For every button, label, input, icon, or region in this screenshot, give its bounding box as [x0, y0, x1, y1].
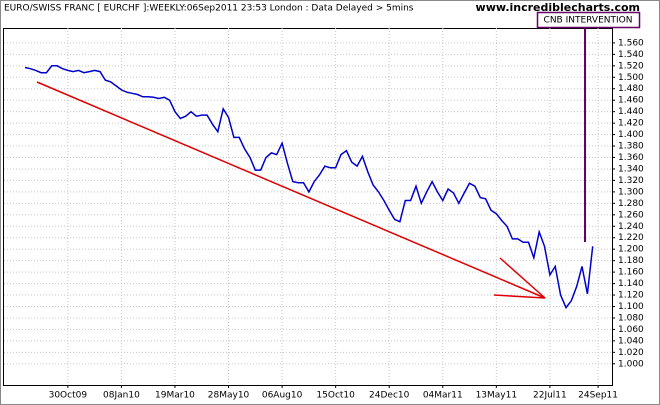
y-tick-label: 1.140 — [618, 279, 644, 289]
x-tick-label: 28May10 — [208, 391, 250, 401]
y-tick-label: 1.080 — [618, 313, 644, 323]
y-tick-label: 1.160 — [618, 268, 644, 278]
y-tick-label: 1.300 — [618, 187, 644, 197]
chart-title: EURO/SWISS FRANC [ EURCHF ]:WEEKLY:06Sep… — [4, 4, 414, 14]
y-tick-label: 1.240 — [618, 222, 644, 232]
y-tick-label: 1.280 — [618, 199, 644, 209]
y-tick-label: 1.360 — [618, 153, 644, 163]
y-tick-label: 1.440 — [618, 107, 644, 117]
x-tick-label: 30Oct09 — [49, 391, 88, 401]
y-tick-label: 1.060 — [618, 325, 644, 335]
x-tick-label: 08Jan10 — [103, 391, 140, 401]
price-line — [24, 65, 594, 310]
y-tick-label: 1.460 — [618, 96, 644, 106]
x-tick-label: 06Aug10 — [262, 391, 303, 401]
annotation-box — [536, 11, 641, 29]
x-tick-label: 19Mar10 — [155, 391, 195, 401]
x-tick-label: 13May11 — [476, 391, 518, 401]
annotation: CNB INTERVENTION — [544, 16, 633, 26]
plot-frame — [3, 28, 613, 386]
y-tick-label: 1.260 — [618, 210, 644, 220]
y-tick-label: 1.000 — [618, 359, 644, 369]
y-tick-label: 1.520 — [618, 61, 644, 71]
x-tick-label: 22Jul11 — [533, 391, 567, 401]
y-tick-label: 1.480 — [618, 84, 644, 94]
x-tick-label: 04Mar11 — [423, 391, 463, 401]
website: www.incrediblecharts.com — [476, 1, 640, 14]
y-tick-label: 1.120 — [618, 291, 644, 301]
y-tick-label: 1.500 — [618, 73, 644, 83]
y-tick-label: 1.420 — [618, 119, 644, 129]
y-tick-label: 1.340 — [618, 164, 644, 174]
x-tick-label: 24Dec10 — [369, 391, 410, 401]
y-tick-label: 1.320 — [618, 176, 644, 186]
x-tick-label: 15Oct10 — [316, 391, 355, 401]
trend-arrow — [36, 81, 546, 299]
y-tick-label: 1.200 — [618, 245, 644, 255]
x-tick-label: 24Sep11 — [578, 391, 618, 401]
y-tick-label: 1.560 — [618, 38, 644, 48]
y-tick-label: 1.220 — [618, 233, 644, 243]
y-tick-label: 1.020 — [618, 348, 644, 358]
y-tick-label: 1.380 — [618, 142, 644, 152]
y-tick-label: 1.540 — [618, 50, 644, 60]
y-tick-label: 1.100 — [618, 302, 644, 312]
y-tick-label: 1.180 — [618, 256, 644, 266]
y-tick-label: 1.040 — [618, 336, 644, 346]
y-tick-label: 1.400 — [618, 130, 644, 140]
